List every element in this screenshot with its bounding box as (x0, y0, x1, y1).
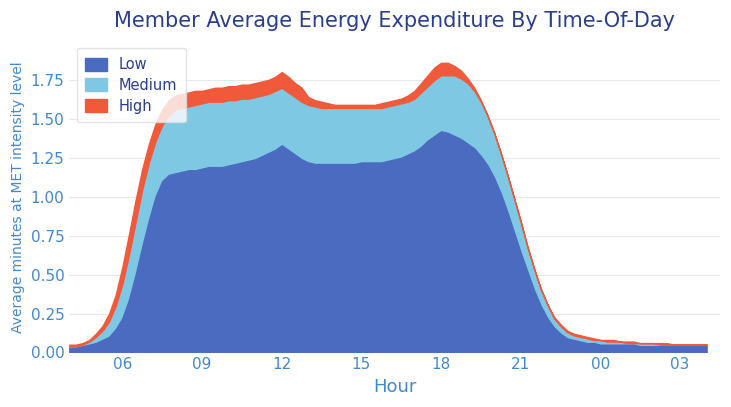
Y-axis label: Average minutes at MET intensity level: Average minutes at MET intensity level (11, 61, 25, 333)
X-axis label: Hour: Hour (373, 378, 416, 396)
Title: Member Average Energy Expenditure By Time-Of-Day: Member Average Energy Expenditure By Tim… (114, 11, 675, 31)
Legend: Low, Medium, High: Low, Medium, High (77, 48, 186, 123)
